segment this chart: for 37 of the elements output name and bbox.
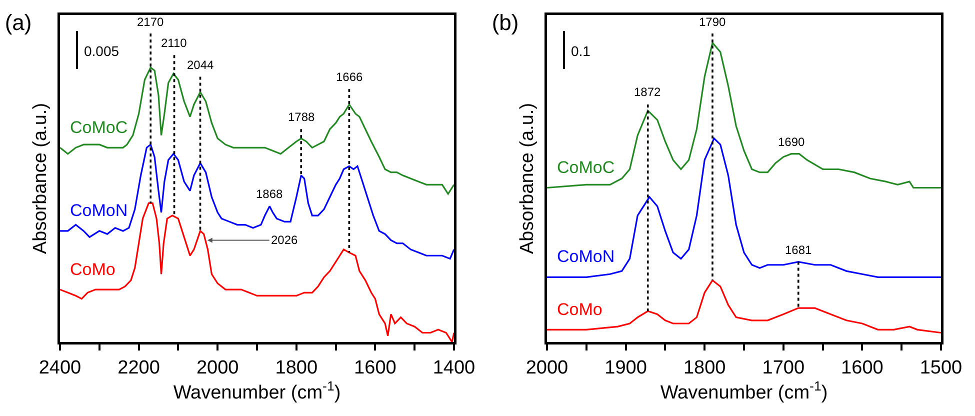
- series-label: CoMo: [70, 260, 116, 279]
- annotation: 2044: [187, 58, 214, 72]
- annotation: 1872: [634, 85, 662, 99]
- annotation: 1690: [778, 135, 806, 149]
- x-tick-label: 1600: [841, 357, 884, 378]
- x-tick-label: 1800: [683, 357, 726, 378]
- series-label: CoMoC: [70, 118, 128, 137]
- annotation: 1788: [288, 110, 316, 124]
- series-label: CoMoN: [557, 247, 615, 266]
- x-tick-label: 1900: [604, 357, 647, 378]
- x-tick-label: 1800: [275, 357, 318, 378]
- annotation: 2170: [137, 15, 164, 29]
- x-tick-label: 1500: [920, 357, 962, 378]
- x-tick-label: 1400: [432, 357, 476, 378]
- x-tick-label: 1700: [762, 357, 805, 378]
- y-axis-title: Absorbance (a.u.): [517, 102, 538, 254]
- x-tick-label: 2400: [38, 357, 82, 378]
- annotation: 1666: [336, 70, 364, 84]
- series-label: CoMo: [557, 300, 602, 319]
- chart-title: (b): [492, 10, 519, 35]
- x-tick-label: 1600: [354, 357, 396, 378]
- annotation: 0.005: [84, 43, 120, 59]
- chart-title: (a): [4, 10, 32, 35]
- x-axis-title: Wavenumber (cm$^{-1}$): [173, 378, 341, 404]
- annotation: 2026: [271, 233, 298, 247]
- x-tick-label: 2000: [196, 357, 239, 378]
- annotation: 0.1: [571, 43, 591, 59]
- x-tick-label: 2200: [118, 357, 160, 378]
- annotation: 2110: [161, 36, 188, 50]
- x-axis-title: Wavenumber (cm$^{-1}$): [660, 378, 828, 404]
- annotation: 1681: [785, 243, 812, 257]
- series-label: CoMoN: [70, 201, 128, 220]
- annotation: 1790: [699, 15, 726, 29]
- y-axis-title: Absorbance (a.u.): [30, 102, 52, 254]
- x-tick-label: 2000: [526, 357, 568, 378]
- annotation: 1868: [256, 187, 284, 201]
- series-label: CoMoC: [557, 158, 615, 177]
